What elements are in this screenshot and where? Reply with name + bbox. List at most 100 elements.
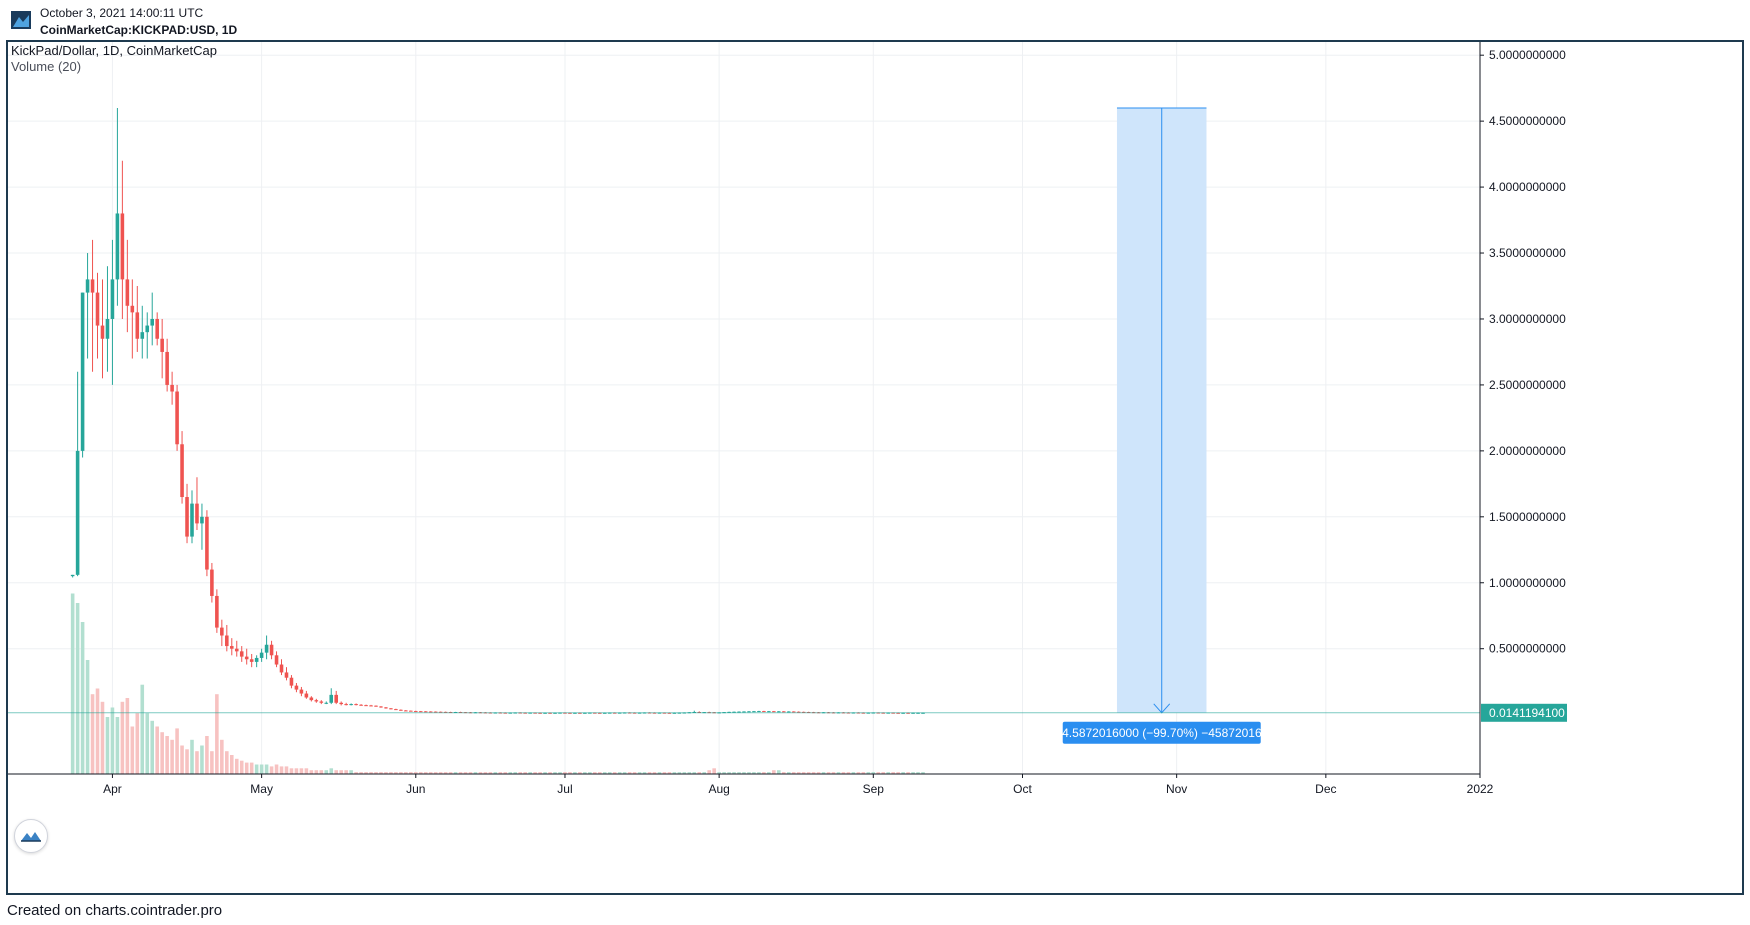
volume-bar xyxy=(896,772,900,774)
volume-bar xyxy=(846,772,851,774)
volume-bar xyxy=(175,728,179,774)
candle-body xyxy=(324,702,329,704)
volume-bar xyxy=(279,766,284,774)
volume-bar xyxy=(349,770,353,774)
volume-bar xyxy=(344,770,348,774)
candle-body xyxy=(304,693,309,698)
volume-bar xyxy=(518,772,523,774)
candle-body xyxy=(732,711,736,713)
volume-bar xyxy=(254,764,259,774)
volume-bar xyxy=(458,772,463,774)
volume-bar xyxy=(190,739,194,774)
volume-bar xyxy=(200,745,204,774)
candle-body xyxy=(125,279,130,306)
candle-body xyxy=(160,338,164,352)
price-axis[interactable]: 5.0000000000 4.5000000000 4.0000000000 3.50… xyxy=(1479,42,1566,774)
volume-bar xyxy=(692,772,697,774)
candle-body xyxy=(413,711,418,713)
volume-bar xyxy=(418,772,423,774)
candle-body xyxy=(215,595,219,628)
candle-body xyxy=(249,659,254,662)
brand-button[interactable] xyxy=(14,819,48,853)
last-price-label-box xyxy=(1481,703,1567,722)
candle-body xyxy=(597,712,602,714)
volume-bar xyxy=(588,772,592,774)
candle-body xyxy=(767,711,771,713)
candle-body xyxy=(120,213,125,280)
volume-bar xyxy=(239,760,244,774)
candle-body xyxy=(85,279,90,293)
candle-body xyxy=(279,664,284,673)
volume-bar xyxy=(667,772,672,774)
volume-bar xyxy=(249,762,254,774)
volume-bar xyxy=(533,772,537,774)
candle-body xyxy=(80,292,85,451)
volume-bar xyxy=(244,762,249,774)
candle-body xyxy=(354,704,358,706)
volume-bar xyxy=(289,768,294,774)
candle-body xyxy=(428,711,433,713)
volume-bar xyxy=(229,755,234,774)
volume-bar xyxy=(165,736,169,774)
volume-bar xyxy=(488,772,493,774)
volume-bar xyxy=(369,772,373,774)
volume-bar xyxy=(806,772,811,774)
candle-body xyxy=(906,712,910,714)
candle-body xyxy=(180,444,184,498)
volume-bar xyxy=(423,772,428,774)
price-tick-label: 3.0000000000 xyxy=(1489,312,1566,326)
volume-bar xyxy=(841,772,846,774)
volume-bar xyxy=(786,772,791,774)
volume-bar xyxy=(399,772,403,774)
candle-body xyxy=(234,648,239,652)
volume-bar xyxy=(155,726,159,774)
volume-bar xyxy=(657,772,662,774)
candle-body xyxy=(284,672,289,678)
volume-bar xyxy=(210,751,214,774)
candle-body xyxy=(762,711,766,713)
volume-bar xyxy=(707,770,711,774)
volume-bar xyxy=(284,766,289,774)
volume-bar xyxy=(548,772,552,774)
candle-body xyxy=(140,332,145,339)
volume-bar xyxy=(140,684,145,774)
volume-bar xyxy=(578,772,582,774)
volume-bar xyxy=(851,772,856,774)
candle-body xyxy=(225,635,229,647)
candle-body xyxy=(309,697,314,701)
symbol-label: CoinMarketCap:KICKPAD:USD, 1D xyxy=(40,23,238,37)
candle-body xyxy=(274,655,279,665)
volume-bar xyxy=(75,603,80,774)
volume-bar xyxy=(558,772,562,774)
volume-bar xyxy=(468,772,473,774)
volume-bar xyxy=(886,772,891,774)
candle-body xyxy=(100,325,105,339)
candle-body xyxy=(911,712,915,714)
candle-body xyxy=(75,450,80,575)
volume-bar xyxy=(796,772,801,774)
time-axis[interactable]: Apr May Jun Jul Aug Sep Oct Nov Dec 2022 xyxy=(8,773,1494,796)
candle-body xyxy=(349,704,353,706)
chart-title: KickPad/Dollar, 1D, CoinMarketCap xyxy=(11,43,217,58)
candle-body xyxy=(374,705,378,707)
volume-bar xyxy=(632,772,637,774)
volume-bar xyxy=(498,772,503,774)
candle-body xyxy=(438,711,443,713)
volume-bar xyxy=(508,772,513,774)
volume-bar xyxy=(319,770,324,774)
volume-bar xyxy=(220,739,224,774)
volume-bar xyxy=(70,593,75,774)
candle-body xyxy=(339,702,343,705)
volume-bar xyxy=(130,726,135,774)
volume-bar xyxy=(781,772,786,774)
volume-bar xyxy=(826,772,831,774)
price-chart[interactable]: −4.5872016000 (−99.70%) −458720160 5.000… xyxy=(8,42,1742,893)
volume-bar xyxy=(791,772,796,774)
time-tick-label: Jun xyxy=(406,782,425,796)
price-tick-label: 2.0000000000 xyxy=(1489,444,1566,458)
candle-body xyxy=(329,694,334,703)
volume-bar xyxy=(816,772,821,774)
volume-bar xyxy=(876,772,881,774)
measurement-tool[interactable]: −4.5872016000 (−99.70%) −458720160 xyxy=(1055,107,1269,744)
candle-body xyxy=(772,711,776,713)
